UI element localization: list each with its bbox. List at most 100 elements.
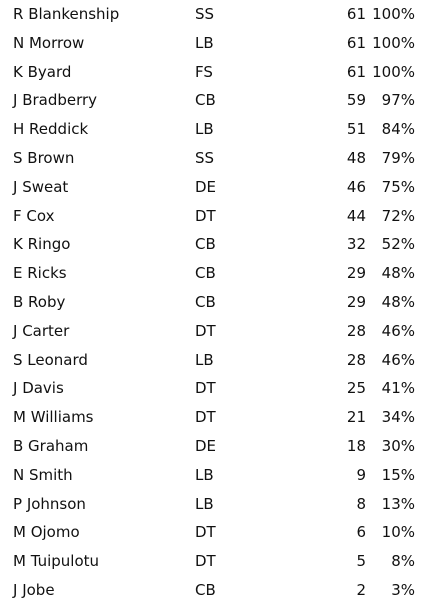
snap-count: 2	[356, 580, 366, 599]
snap-percentage: 15%	[381, 465, 415, 484]
table-row: K Ringo CB 32 52%	[0, 230, 428, 259]
snap-percentage: 100%	[372, 5, 415, 23]
snap-percentage: 3%	[391, 580, 415, 599]
snap-percentage: 13%	[381, 494, 415, 513]
table-row: J Davis DT 25 41%	[0, 374, 428, 403]
snap-count: 6	[356, 523, 366, 542]
player-position: DT	[195, 379, 216, 398]
table-row: M Tuipulotu DT 5 8%	[0, 547, 428, 576]
player-name: H Reddick	[13, 120, 89, 139]
snap-count: 61	[346, 62, 366, 81]
table-row: S Leonard LB 28 46%	[0, 346, 428, 375]
player-position: LB	[195, 465, 214, 484]
player-position: DT	[195, 523, 216, 542]
player-position: CB	[195, 292, 216, 311]
snap-percentage: 48%	[381, 264, 415, 283]
snap-count: 59	[346, 91, 366, 110]
player-position: DT	[195, 408, 216, 427]
snap-percentage: 8%	[391, 552, 415, 571]
player-name: B Roby	[13, 292, 66, 311]
player-name: R Blankenship	[13, 5, 120, 23]
player-name: S Leonard	[13, 350, 88, 369]
snap-count: 51	[346, 120, 366, 139]
snap-count: 21	[346, 408, 366, 427]
snap-percentage: 48%	[381, 292, 415, 311]
player-name: J Davis	[13, 379, 64, 398]
snap-count: 5	[356, 552, 366, 571]
player-name: M Tuipulotu	[13, 552, 100, 571]
snap-count: 32	[346, 235, 366, 254]
table-row: F Cox DT 44 72%	[0, 202, 428, 231]
player-name: M Ojomo	[13, 523, 80, 542]
snap-count: 61	[346, 5, 366, 23]
snap-count: 44	[346, 206, 366, 225]
table-row: E Ricks CB 29 48%	[0, 259, 428, 288]
player-name: B Graham	[13, 436, 89, 455]
snap-percentage: 72%	[381, 206, 415, 225]
player-position: DT	[195, 206, 216, 225]
snap-count: 29	[346, 264, 366, 283]
table-row: J Sweat DE 46 75%	[0, 173, 428, 202]
player-position: CB	[195, 91, 216, 110]
table-row: N Smith LB 9 15%	[0, 461, 428, 490]
player-name: E Ricks	[13, 264, 67, 283]
snap-percentage: 97%	[381, 91, 415, 110]
snap-percentage: 52%	[381, 235, 415, 254]
player-name: J Jobe	[13, 580, 55, 599]
snap-percentage: 79%	[381, 148, 415, 167]
snap-percentage: 46%	[381, 321, 415, 340]
player-position: CB	[195, 264, 216, 283]
snap-count: 48	[346, 148, 366, 167]
snap-percentage: 41%	[381, 379, 415, 398]
table-row: M Ojomo DT 6 10%	[0, 518, 428, 547]
table-row: P Johnson LB 8 13%	[0, 490, 428, 519]
snap-count: 61	[346, 33, 366, 52]
player-name: F Cox	[13, 206, 55, 225]
snap-percentage: 84%	[381, 120, 415, 139]
player-name: K Byard	[13, 62, 72, 81]
player-name: J Bradberry	[13, 91, 98, 110]
snap-percentage: 100%	[372, 62, 415, 81]
player-position: DE	[195, 177, 217, 196]
table-row: M Williams DT 21 34%	[0, 403, 428, 432]
player-name: J Sweat	[13, 177, 69, 196]
snap-count: 28	[346, 321, 366, 340]
snap-count: 8	[356, 494, 366, 513]
player-position: LB	[195, 494, 214, 513]
player-name: N Morrow	[13, 33, 85, 52]
snap-count: 9	[356, 465, 366, 484]
player-position: FS	[195, 62, 213, 81]
snap-count: 46	[346, 177, 366, 196]
player-position: LB	[195, 350, 214, 369]
player-position: SS	[195, 5, 215, 23]
table-row: H Reddick LB 51 84%	[0, 115, 428, 144]
table-row: S Brown SS 48 79%	[0, 144, 428, 173]
snap-count: 25	[346, 379, 366, 398]
table-row: K Byard FS 61 100%	[0, 58, 428, 87]
snap-count: 29	[346, 292, 366, 311]
player-name: J Carter	[13, 321, 70, 340]
player-position: DT	[195, 552, 216, 571]
snap-percentage: 100%	[372, 33, 415, 52]
player-position: DE	[195, 436, 217, 455]
table-row: R Blankenship SS 61 100%	[0, 0, 428, 29]
player-name: N Smith	[13, 465, 73, 484]
table-row: N Morrow LB 61 100%	[0, 29, 428, 58]
table-row: J Bradberry CB 59 97%	[0, 86, 428, 115]
table-row: B Graham DE 18 30%	[0, 432, 428, 461]
player-name: M Williams	[13, 408, 94, 427]
table-row: B Roby CB 29 48%	[0, 288, 428, 317]
snap-percentage: 46%	[381, 350, 415, 369]
table-row: J Carter DT 28 46%	[0, 317, 428, 346]
player-position: LB	[195, 120, 214, 139]
snap-count: 18	[346, 436, 366, 455]
snap-percentage: 75%	[381, 177, 415, 196]
table-row: J Jobe CB 2 3%	[0, 576, 428, 605]
snap-count: 28	[346, 350, 366, 369]
player-name: S Brown	[13, 148, 75, 167]
player-position: SS	[195, 148, 215, 167]
player-position: DT	[195, 321, 216, 340]
player-position: LB	[195, 33, 214, 52]
snap-percentage: 10%	[381, 523, 415, 542]
player-name: K Ringo	[13, 235, 71, 254]
